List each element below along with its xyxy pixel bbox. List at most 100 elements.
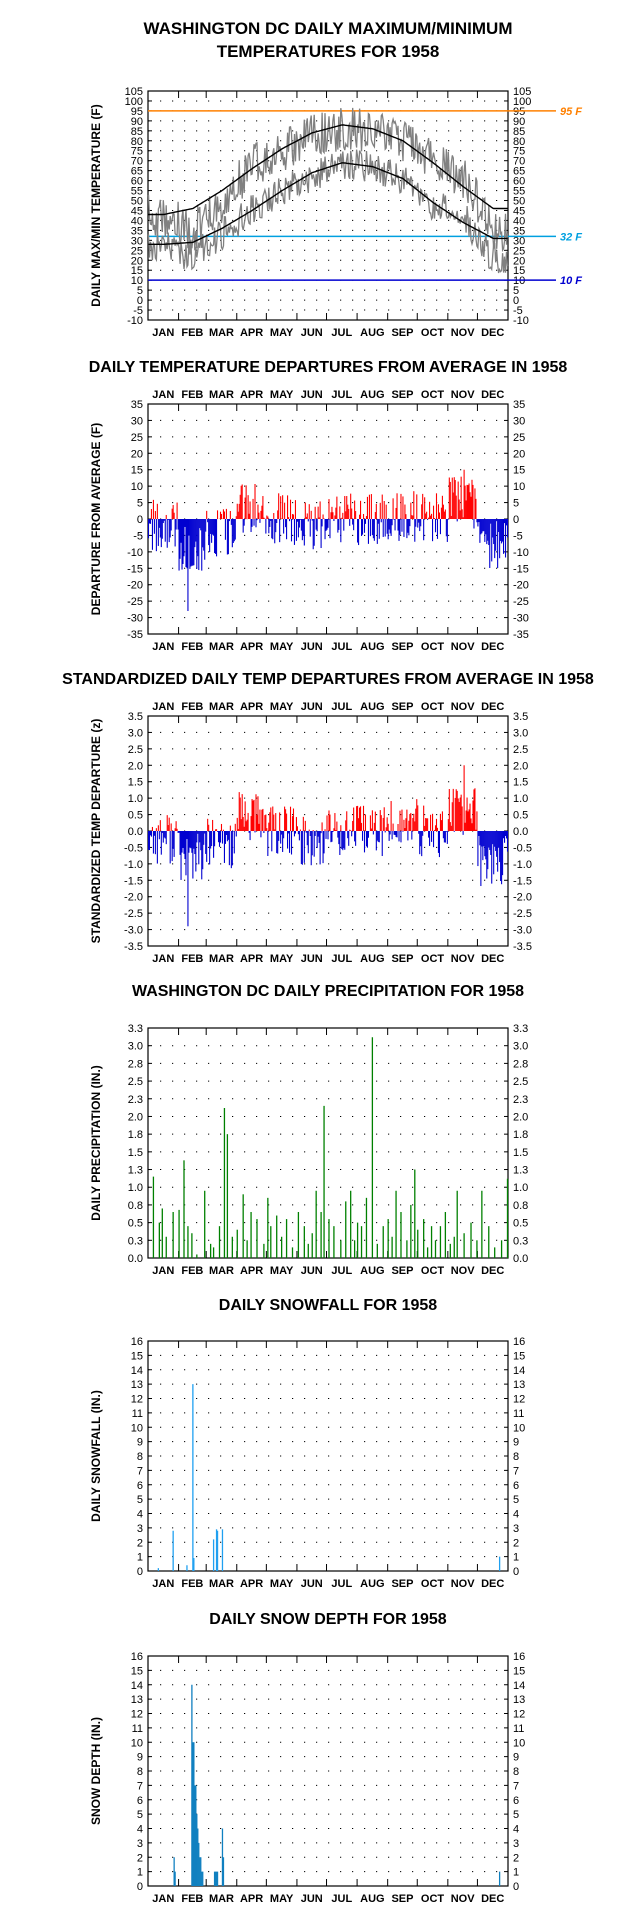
y-tick-label-left: 13	[131, 1379, 143, 1391]
month-label-bottom: JUL	[331, 327, 352, 339]
y-tick-label-right: 0.0	[513, 1253, 528, 1265]
y-tick-label-left: -5	[133, 305, 143, 317]
y-tick-label-right: 5	[513, 498, 519, 510]
y-tick-label-left: 70	[131, 156, 143, 168]
y-tick-label-left: 5	[137, 1494, 143, 1506]
y-tick-label-left: 30	[131, 235, 143, 247]
month-label-bottom: JUL	[331, 1265, 352, 1277]
y-tick-label-right: 0	[513, 514, 519, 526]
month-label-bottom: FEB	[181, 1265, 203, 1277]
y-tick-label-left: 55	[131, 186, 143, 198]
month-label-top: JUL	[331, 389, 352, 401]
y-tick-label-right: 45	[513, 205, 525, 217]
month-label-bottom: OCT	[421, 1578, 445, 1590]
month-label-bottom: JUN	[301, 1578, 323, 1590]
y-tick-label-left: 0	[137, 514, 143, 526]
y-tick-label-right: -5	[513, 305, 523, 317]
y-tick-label-right: 20	[513, 448, 525, 460]
y-tick-label-right: 0.5	[513, 1218, 528, 1230]
month-label-bottom: SEP	[391, 1265, 413, 1277]
y-tick-label-right: 85	[513, 126, 525, 138]
y-tick-label-right: 10	[513, 1422, 525, 1434]
y-tick-label-right: 7	[513, 1780, 519, 1792]
y-tick-label-right: 30	[513, 235, 525, 247]
y-tick-label-left: 75	[131, 146, 143, 158]
month-label-bottom: DEC	[481, 1265, 504, 1277]
y-tick-label-right: 3	[513, 1523, 519, 1535]
y-tick-label-left: 0.3	[128, 1235, 143, 1247]
y-tick-label-right: 105	[513, 86, 531, 98]
y-tick-label-right: 16	[513, 1651, 525, 1663]
y-tick-label-left: 80	[131, 136, 143, 148]
y-tick-label-right: 6	[513, 1480, 519, 1492]
y-tick-label-right: 3.0	[513, 1041, 528, 1053]
month-label-bottom: MAR	[209, 1578, 234, 1590]
month-label-bottom: DEC	[481, 1578, 504, 1590]
month-label-bottom: DEC	[481, 327, 504, 339]
y-tick-label-right: 0.5	[513, 810, 528, 822]
y-tick-label-right: -25	[513, 596, 529, 608]
y-tick-label-left: 0.0	[128, 1253, 143, 1265]
y-tick-label-left: 6	[137, 1480, 143, 1492]
month-label-bottom: JAN	[152, 1265, 174, 1277]
month-label-bottom: MAY	[270, 953, 294, 965]
y-tick-label-right: 5	[513, 1494, 519, 1506]
y-tick-label-right: 80	[513, 136, 525, 148]
y-tick-label-left: 0	[137, 1881, 143, 1893]
y-tick-label-right: 5	[513, 1809, 519, 1821]
y-tick-label-left: 5	[137, 1809, 143, 1821]
month-label-bottom: AUG	[360, 327, 384, 339]
y-tick-label-left: 1.0	[128, 1182, 143, 1194]
month-label-bottom: MAR	[209, 1893, 234, 1905]
y-tick-label-right: 10	[513, 275, 525, 287]
month-label-bottom: FEB	[181, 1893, 203, 1905]
series-observed-max	[147, 107, 509, 253]
y-tick-label-left: 2.3	[128, 1094, 143, 1106]
y-tick-label-right: 4	[513, 1509, 519, 1521]
y-tick-label-right: -1.0	[513, 859, 532, 871]
y-tick-label-right: 95	[513, 106, 525, 118]
y-tick-label-left: 10	[131, 275, 143, 287]
month-label-top: OCT	[421, 701, 445, 713]
y-tick-label-right: 1.3	[513, 1165, 528, 1177]
y-tick-label-right: 1.8	[513, 1129, 528, 1141]
y-tick-label-left: -0.5	[124, 842, 143, 854]
y-tick-label-left: 2.0	[128, 1111, 143, 1123]
y-tick-label-left: 90	[131, 116, 143, 128]
y-tick-label-left: 2	[137, 1852, 143, 1864]
y-tick-label-left: 2.0	[128, 760, 143, 772]
month-label-bottom: JUN	[301, 1893, 323, 1905]
y-tick-label-right: 11	[513, 1723, 524, 1735]
y-tick-label-right: 3.0	[513, 727, 528, 739]
month-label-bottom: SEP	[391, 1578, 413, 1590]
y-tick-label-right: 75	[513, 146, 525, 158]
month-label-bottom: FEB	[181, 953, 203, 965]
y-tick-label-left: 14	[131, 1365, 143, 1377]
month-label-bottom: APR	[240, 953, 263, 965]
y-tick-label-left: 7	[137, 1465, 143, 1477]
month-label-top: MAR	[209, 701, 234, 713]
month-label-top: MAY	[270, 701, 294, 713]
y-tick-label-right: 60	[513, 176, 525, 188]
y-tick-label-right: 2.0	[513, 1111, 528, 1123]
y-tick-label-right: 3.5	[513, 711, 528, 723]
month-label-bottom: JUN	[301, 327, 323, 339]
y-tick-label-left: -10	[127, 315, 143, 327]
month-label-bottom: FEB	[181, 327, 203, 339]
month-label-top: OCT	[421, 389, 445, 401]
month-label-bottom: OCT	[421, 953, 445, 965]
y-tick-label-left: 9	[137, 1437, 143, 1449]
month-label-bottom: AUG	[360, 1578, 384, 1590]
y-tick-label-right: -1.5	[513, 875, 532, 887]
y-tick-label-right: 0	[513, 295, 519, 307]
y-tick-label-right: 1	[513, 1867, 519, 1879]
y-tick-label-left: 85	[131, 126, 143, 138]
y-axis-title: DAILY PRECIPITATION (IN.)	[89, 1065, 103, 1221]
y-tick-label-right: 35	[513, 399, 525, 411]
y-tick-label-right: -3.0	[513, 925, 532, 937]
y-tick-label-right: 2.5	[513, 1076, 528, 1088]
chart-title-temp: WASHINGTON DC DAILY MAXIMUM/MINIMUM	[144, 19, 513, 38]
y-tick-label-right: 15	[513, 1350, 525, 1362]
y-tick-label-left: 65	[131, 166, 143, 178]
y-tick-label-right: 8	[513, 1766, 519, 1778]
